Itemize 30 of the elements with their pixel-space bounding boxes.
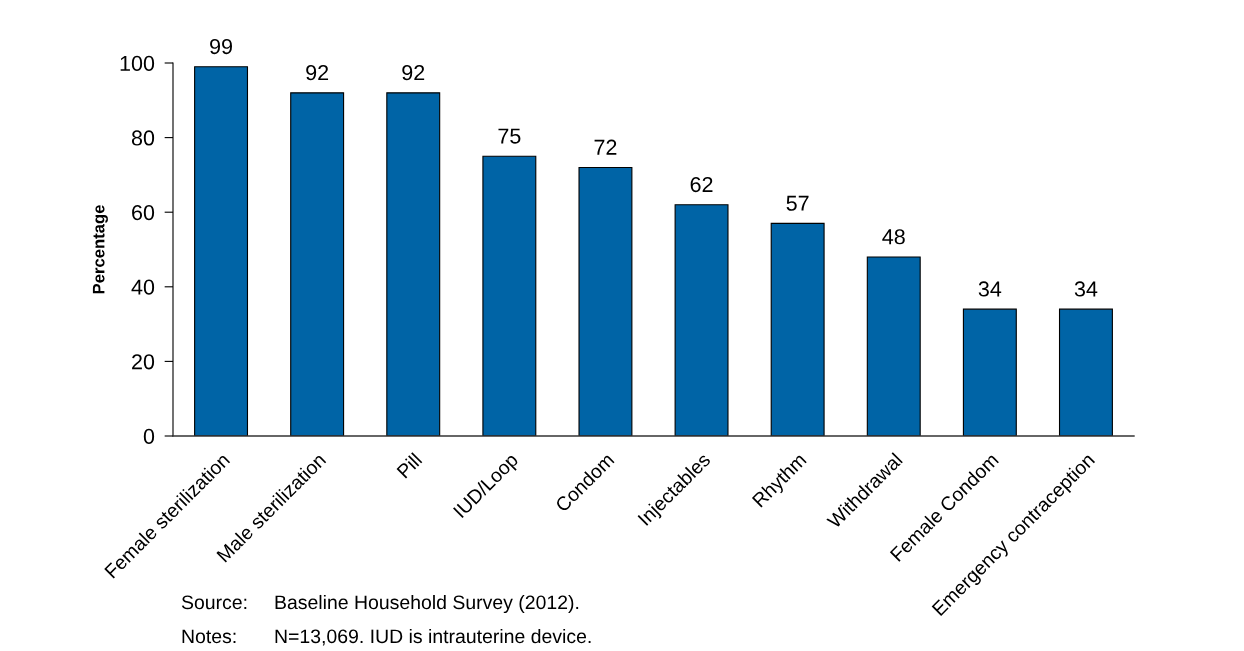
data-label: 62 [690, 176, 713, 193]
text: Notes: N=13,069. IUD is intrauterine device. [182, 628, 591, 646]
data-label: 92 [306, 65, 329, 81]
x-tick-label: Pill [396, 452, 423, 479]
bar [386, 92, 441, 436]
bar [674, 204, 729, 436]
bar [1058, 308, 1113, 436]
data-label: 48 [882, 229, 905, 245]
y-tick-label: 100 [120, 55, 155, 72]
data-label: 34 [978, 281, 1002, 297]
bar [866, 256, 921, 436]
bar [194, 66, 249, 436]
bar [962, 308, 1017, 436]
data-label: 92 [402, 65, 425, 81]
text: Source: Baseline Household Survey (2012). [181, 594, 579, 614]
data-label: 34 [1074, 281, 1098, 297]
bar [578, 166, 633, 436]
bar [290, 92, 345, 436]
data-label: 75 [498, 128, 521, 144]
y-axis-title: Percentage [92, 205, 108, 294]
data-label: 57 [786, 195, 809, 211]
data-label: 99 [210, 38, 232, 55]
data-label: 72 [594, 139, 617, 155]
bar [482, 155, 537, 436]
y-tick-label: 80 [131, 130, 155, 146]
y-tick-label: 20 [132, 354, 155, 370]
bar [770, 222, 825, 436]
y-tick-label: 40 [131, 279, 155, 295]
y-tick-label: 60 [132, 204, 155, 221]
y-tick-label: 0 [143, 428, 155, 445]
